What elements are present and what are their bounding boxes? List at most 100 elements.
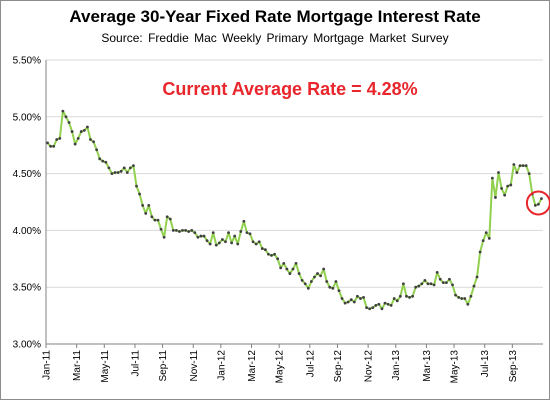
data-point xyxy=(303,282,307,286)
data-point xyxy=(300,278,304,282)
data-point xyxy=(500,186,503,190)
data-point xyxy=(316,272,319,275)
data-point xyxy=(451,283,454,287)
data-point xyxy=(392,297,396,300)
data-point xyxy=(521,164,525,168)
data-point xyxy=(208,242,212,246)
data-point xyxy=(313,275,316,279)
series-layer xyxy=(46,110,543,310)
data-point xyxy=(273,252,276,256)
data-point xyxy=(506,184,510,188)
data-point xyxy=(503,193,507,197)
data-point xyxy=(101,159,105,163)
data-point xyxy=(518,164,522,168)
data-point xyxy=(340,297,344,300)
x-tick-label: Jul-12 xyxy=(305,350,316,378)
data-point xyxy=(288,272,292,275)
x-tick-label: Nov-11 xyxy=(189,350,200,382)
data-point xyxy=(389,303,393,307)
x-tick-label: Nov-12 xyxy=(364,350,375,383)
data-point xyxy=(355,294,359,298)
data-point xyxy=(168,217,172,221)
data-point xyxy=(199,234,203,238)
data-point xyxy=(285,267,289,271)
data-point xyxy=(309,280,313,283)
data-point xyxy=(132,164,135,168)
data-point xyxy=(291,267,295,271)
data-point xyxy=(457,296,461,299)
data-point xyxy=(239,230,243,233)
data-point xyxy=(448,277,451,281)
x-tick-label: Jan-13 xyxy=(391,350,402,381)
data-point xyxy=(469,294,473,298)
data-point xyxy=(150,215,154,219)
data-point xyxy=(343,301,347,305)
chart-title: Average 30-Year Fixed Rate Mortgage Inte… xyxy=(69,7,481,26)
data-point xyxy=(337,289,341,293)
data-point xyxy=(411,294,415,298)
data-point xyxy=(116,171,120,174)
data-point xyxy=(494,196,497,199)
data-point xyxy=(319,274,322,278)
y-tick-label: 4.50% xyxy=(13,169,41,180)
data-point xyxy=(178,230,181,233)
data-point xyxy=(52,144,56,148)
data-point xyxy=(322,267,326,271)
data-point xyxy=(386,302,390,306)
data-point xyxy=(408,296,411,299)
data-point xyxy=(202,234,206,238)
data-point xyxy=(362,296,365,299)
data-point xyxy=(432,283,436,287)
data-point xyxy=(533,204,537,207)
data-point xyxy=(221,238,224,241)
data-point xyxy=(230,241,234,245)
data-point xyxy=(405,294,408,298)
data-point xyxy=(463,297,467,300)
data-point xyxy=(217,241,221,245)
data-point xyxy=(184,229,187,232)
data-point xyxy=(190,229,194,232)
data-point xyxy=(138,192,141,196)
data-point xyxy=(135,184,138,188)
data-point xyxy=(92,140,95,144)
data-point xyxy=(460,297,464,300)
data-point xyxy=(242,219,246,223)
data-point xyxy=(540,197,543,200)
data-point xyxy=(86,125,89,129)
data-point xyxy=(438,277,442,281)
data-point xyxy=(478,250,482,254)
data-point xyxy=(224,240,227,244)
annotation-text: Current Average Rate = 4.28% xyxy=(162,79,417,99)
data-point xyxy=(365,306,368,310)
data-point xyxy=(233,234,237,238)
data-point xyxy=(82,129,86,132)
data-point xyxy=(46,141,49,145)
data-point xyxy=(107,166,111,170)
data-point xyxy=(527,172,531,176)
data-point xyxy=(536,202,540,206)
data-point xyxy=(414,285,418,289)
data-point xyxy=(426,282,430,286)
data-point xyxy=(454,293,457,297)
data-point xyxy=(423,278,427,282)
data-point xyxy=(141,204,145,207)
data-point xyxy=(205,239,209,243)
data-point xyxy=(398,294,402,298)
data-point xyxy=(490,176,494,180)
data-point xyxy=(156,218,160,222)
data-point xyxy=(334,280,338,283)
data-point xyxy=(475,275,479,279)
x-tick-label: Mar-13 xyxy=(422,350,433,382)
data-point xyxy=(187,230,191,233)
data-point xyxy=(481,239,485,243)
data-point xyxy=(122,166,126,170)
data-point xyxy=(67,121,71,124)
y-tick-labels: 3.00% 3.50% 4.00% 4.50% 5.00% 5.50% xyxy=(13,56,41,351)
data-point xyxy=(374,303,378,307)
data-point xyxy=(248,232,252,236)
data-point xyxy=(294,261,298,265)
data-point xyxy=(181,229,184,232)
y-tick-label: 3.50% xyxy=(13,283,41,294)
x-tick-label: Sep-13 xyxy=(508,350,519,383)
